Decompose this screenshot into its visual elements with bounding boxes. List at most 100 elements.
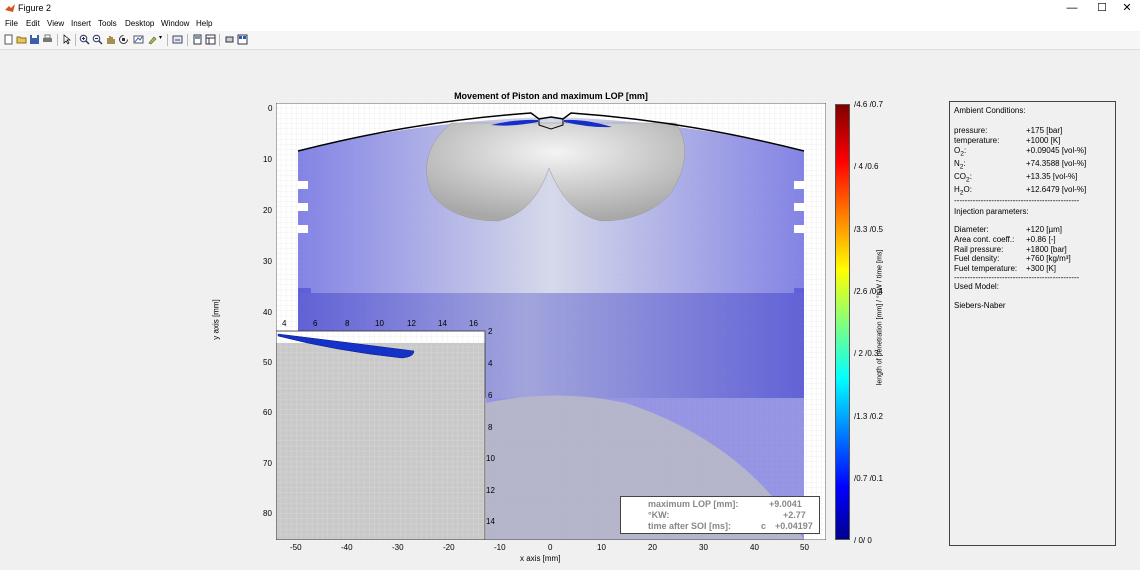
- info-value: +2.77: [783, 510, 806, 520]
- inset-x-tick: 16: [469, 319, 478, 328]
- colorbar-label: length of penetration [mm] / °KW / time …: [876, 249, 884, 386]
- model-name: Siebers-Naber: [954, 301, 1006, 310]
- param-label: Diameter:: [954, 225, 989, 234]
- ring-groove-left: [298, 225, 308, 233]
- y-axis-label: y axis [mm]: [211, 299, 221, 340]
- zoom-out-icon[interactable]: [92, 34, 103, 45]
- save-icon[interactable]: [29, 34, 40, 45]
- ring-groove-right: [794, 203, 804, 211]
- rotate-icon[interactable]: [118, 34, 129, 45]
- info-label: time after SOI [ms]:: [648, 521, 732, 531]
- x-tick: 20: [648, 543, 657, 552]
- y-tick: 30: [263, 257, 272, 266]
- param-label: Area cont. coeff.:: [954, 235, 1015, 244]
- link-plot-icon[interactable]: [172, 34, 183, 45]
- inset-spray-plume: [277, 333, 415, 359]
- inset-y-tick: 6: [488, 391, 493, 400]
- injector-tip: [538, 119, 564, 130]
- colorbar-tick: / 4 /0.6: [854, 162, 879, 171]
- colorbar-tick: /1.3 /0.2: [854, 412, 883, 421]
- colorbar-tick: /0.7 /0.1: [854, 474, 883, 483]
- new-figure-icon[interactable]: [3, 34, 14, 45]
- ambient-title: Ambient Conditions:: [954, 106, 1026, 115]
- x-tick: 30: [699, 543, 708, 552]
- y-tick: 10: [263, 155, 272, 164]
- param-label: Fuel temperature:: [954, 264, 1018, 273]
- brush-icon[interactable]: [147, 34, 158, 45]
- y-tick: 50: [263, 358, 272, 367]
- spray-plume-right: [564, 119, 612, 128]
- x-axis-label: x axis [mm]: [520, 554, 561, 563]
- menu-tools[interactable]: Tools: [98, 19, 117, 28]
- colorbar-tick: /2.6 /0.4: [854, 287, 883, 296]
- y-tick: 0: [268, 104, 273, 113]
- plot-title: Movement of Piston and maximum LOP [mm]: [454, 91, 648, 101]
- x-tick: -40: [341, 543, 353, 552]
- main-axes[interactable]: [276, 103, 826, 540]
- menu-desktop[interactable]: Desktop: [125, 19, 155, 28]
- zoom-in-icon[interactable]: [79, 34, 90, 45]
- inset-y-tick: 14: [486, 517, 495, 526]
- x-tick: 40: [750, 543, 759, 552]
- y-tick: 40: [263, 308, 272, 317]
- pan-icon[interactable]: [105, 34, 116, 45]
- ring-groove-right: [794, 181, 804, 189]
- pointer-icon[interactable]: [62, 34, 73, 45]
- layout-icon[interactable]: [237, 34, 248, 45]
- param-value: +13.35 [vol-%]: [1026, 172, 1078, 181]
- colorbar-tick: /3.3 /0.5: [854, 225, 883, 234]
- menu-file[interactable]: File: [5, 19, 18, 28]
- toolbar-separator: [219, 34, 220, 46]
- y-tick: 80: [263, 509, 272, 518]
- spray-plume-left: [491, 119, 538, 126]
- param-value: +12.6479 [vol-%]: [1026, 185, 1087, 194]
- hide-plot-tools-icon[interactable]: [192, 34, 203, 45]
- cylinder-head-contour: [297, 112, 805, 152]
- inset-y-tick: 12: [486, 486, 495, 495]
- ring-groove-right: [794, 225, 804, 233]
- chevron-down-icon[interactable]: ▾: [159, 35, 163, 41]
- matlab-icon: [5, 4, 15, 12]
- param-label: Fuel density:: [954, 254, 1000, 263]
- maximize-button[interactable]: ☐: [1097, 2, 1107, 14]
- x-tick: -20: [443, 543, 455, 552]
- param-label: O2:: [954, 146, 967, 158]
- colorbar-tick: / 0/ 0: [854, 536, 872, 545]
- menu-view[interactable]: View: [47, 19, 65, 28]
- toolbar: ▾: [0, 31, 1140, 50]
- param-value: +1800 [bar]: [1026, 245, 1067, 254]
- param-value: +300 [K]: [1026, 264, 1057, 273]
- open-file-icon[interactable]: [16, 34, 27, 45]
- close-button[interactable]: ✕: [1122, 2, 1132, 14]
- print-icon[interactable]: [42, 34, 53, 45]
- inset-x-tick: 14: [438, 319, 447, 328]
- inset-x-tick: 12: [407, 319, 416, 328]
- param-label: Rail pressure:: [954, 245, 1004, 254]
- inset-x-tick: 6: [313, 319, 318, 328]
- show-plot-tools-icon[interactable]: [205, 34, 216, 45]
- inset-x-tick: 4: [282, 319, 287, 328]
- param-value: +1000 [K]: [1026, 136, 1061, 145]
- param-label: H2O:: [954, 185, 972, 197]
- toolbar-separator: [75, 34, 76, 46]
- divider: ----------------------------------------…: [954, 273, 1080, 282]
- param-value: +0.86 [-]: [1026, 235, 1056, 244]
- info-value: +9.0041: [769, 499, 802, 509]
- menu-window[interactable]: Window: [161, 19, 190, 28]
- menu-edit[interactable]: Edit: [26, 19, 40, 28]
- param-label: pressure:: [954, 126, 988, 135]
- data-cursor-icon[interactable]: [133, 34, 144, 45]
- minimize-button[interactable]: —: [1066, 2, 1078, 14]
- y-tick: 20: [263, 206, 272, 215]
- colorbar[interactable]: [835, 104, 850, 540]
- x-tick: 10: [597, 543, 606, 552]
- colorbar-tick: / 2 /0.3: [854, 349, 879, 358]
- info-label: maximum LOP [mm]:: [648, 499, 739, 509]
- colorbar-tick: /4.6 /0.7: [854, 100, 883, 109]
- menu-help[interactable]: Help: [196, 19, 213, 28]
- menu-insert[interactable]: Insert: [71, 19, 92, 28]
- parameters-panel: Ambient Conditions: pressure: +175 [bar]…: [949, 101, 1116, 546]
- inset-border: [276, 330, 486, 540]
- y-tick: 60: [263, 408, 272, 417]
- dock-icon[interactable]: [224, 34, 235, 45]
